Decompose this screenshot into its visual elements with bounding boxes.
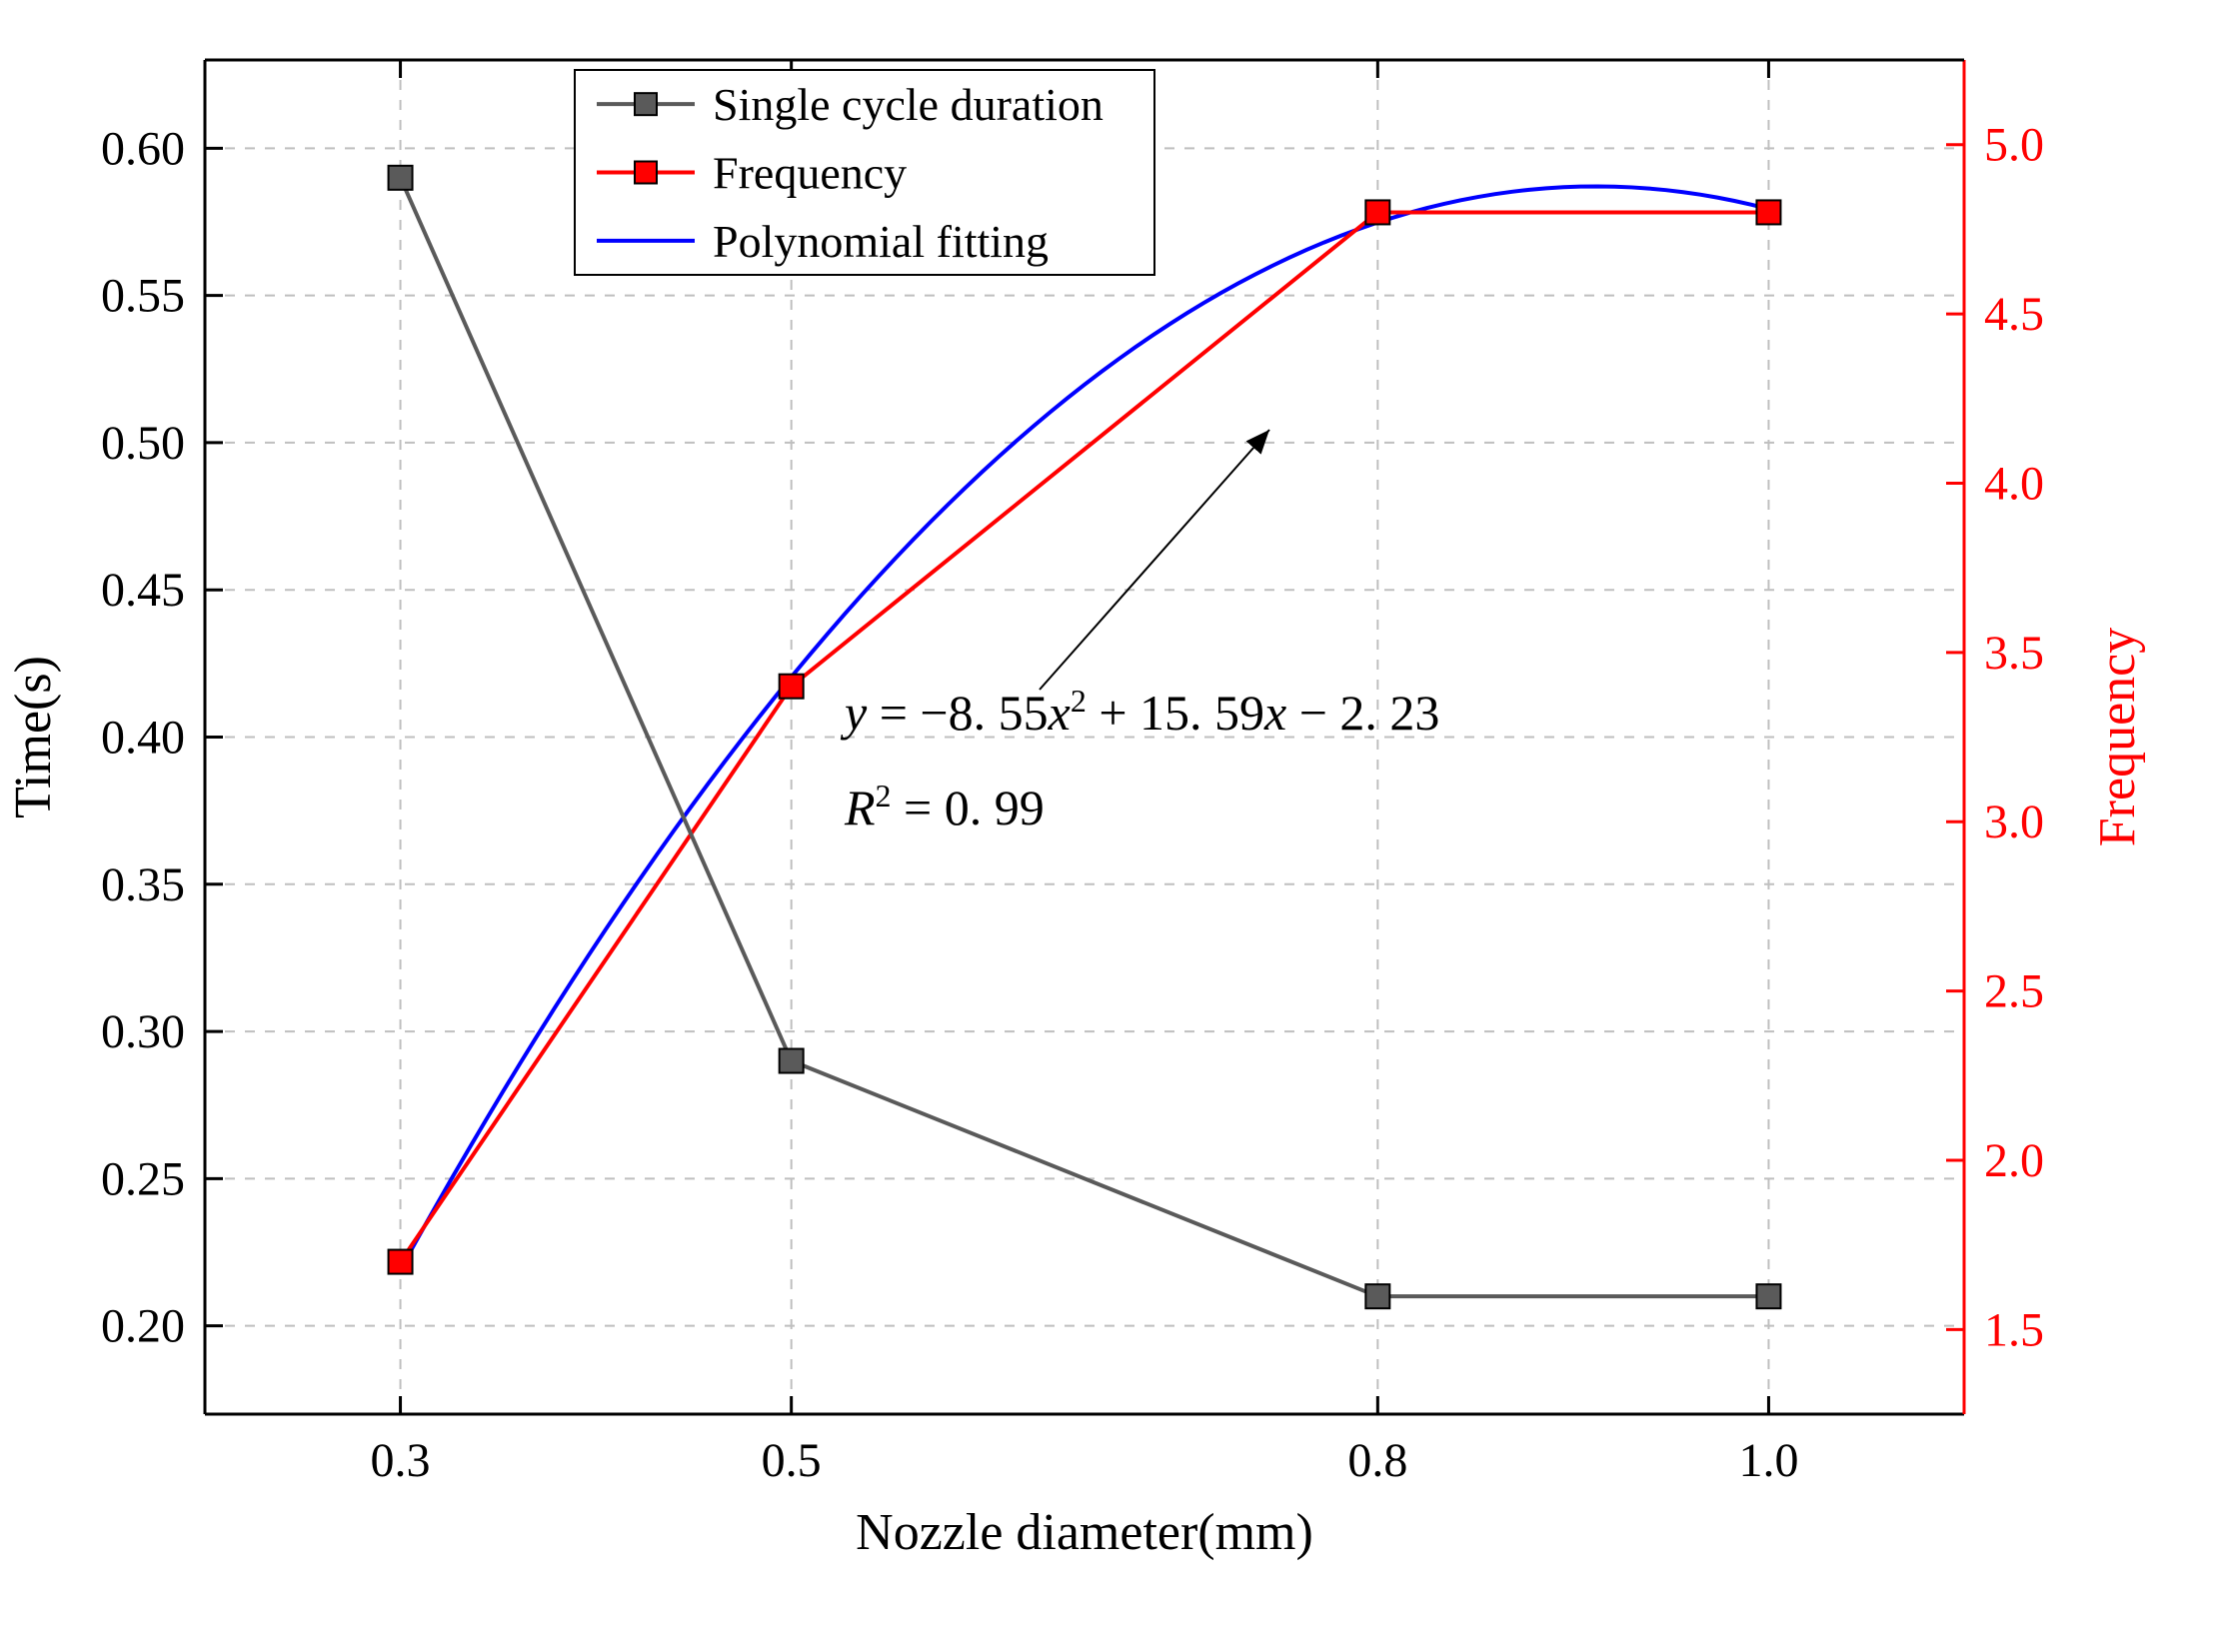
chart-svg: 0.3 0.5 0.8 1.0 0.20 0.25 0.30 0.35 0.40 0.45 0.50… — [0, 0, 2239, 1652]
series-frequency-marker — [389, 1250, 413, 1274]
series-frequency-marker — [1756, 200, 1780, 224]
y-right-tick-label: 3.0 — [1984, 796, 2044, 848]
y-right-tick-label: 5.0 — [1984, 119, 2044, 172]
y-right-tick-label: 4.0 — [1984, 457, 2044, 510]
legend-label: Polynomial fitting — [713, 216, 1049, 267]
series-poly-fit — [401, 186, 1769, 1269]
annotation-arrow — [1040, 430, 1269, 690]
x-tick-label: 0.3 — [371, 1434, 431, 1487]
legend-label: Single cycle duration — [713, 79, 1104, 130]
y-right-tick-label: 3.5 — [1984, 627, 2044, 680]
y-left-tick-label: 0.60 — [101, 122, 185, 175]
y-right-tick-label: 4.5 — [1984, 288, 2044, 341]
y-left-tick-label: 0.35 — [101, 858, 185, 911]
equation-text: y = −8. 55x2 + 15. 59x − 2. 23 — [840, 683, 1439, 741]
x-tick-label: 1.0 — [1738, 1434, 1798, 1487]
y-left-tick-label: 0.30 — [101, 1005, 185, 1058]
legend-label: Frequency — [713, 148, 907, 199]
y-left-tick-label: 0.40 — [101, 712, 185, 765]
y-right-tick-label: 2.5 — [1984, 965, 2044, 1018]
y-left-tick-label: 0.45 — [101, 564, 185, 617]
y-left-tick-label: 0.55 — [101, 270, 185, 323]
series-frequency-marker — [780, 675, 804, 699]
x-tick-label: 0.5 — [762, 1434, 822, 1487]
series-single-cycle-marker — [1756, 1284, 1780, 1308]
y-left-tick-label: 0.25 — [101, 1152, 185, 1205]
x-axis-label: Nozzle diameter(mm) — [856, 1504, 1313, 1561]
series-frequency-marker — [1365, 200, 1389, 224]
y-left-axis-label: Time(s) — [5, 656, 62, 819]
x-tick-label: 0.8 — [1347, 1434, 1407, 1487]
y-right-tick-label: 1.5 — [1984, 1303, 2044, 1356]
r-squared-text: R2 = 0. 99 — [844, 778, 1045, 835]
legend: Single cycle duration Frequency Polynomial… — [575, 70, 1154, 275]
series-single-cycle-marker — [389, 166, 413, 190]
y-left-tick-label: 0.50 — [101, 417, 185, 470]
y-left-tick-label: 0.20 — [101, 1300, 185, 1353]
y-right-axis-label: Frequency — [2089, 628, 2146, 846]
series-single-cycle-marker — [780, 1049, 804, 1073]
series-single-cycle-marker — [1365, 1284, 1389, 1308]
chart-container: 0.3 0.5 0.8 1.0 0.20 0.25 0.30 0.35 0.40 0.45 0.50… — [0, 0, 2239, 1652]
y-right-tick-label: 2.0 — [1984, 1134, 2044, 1187]
